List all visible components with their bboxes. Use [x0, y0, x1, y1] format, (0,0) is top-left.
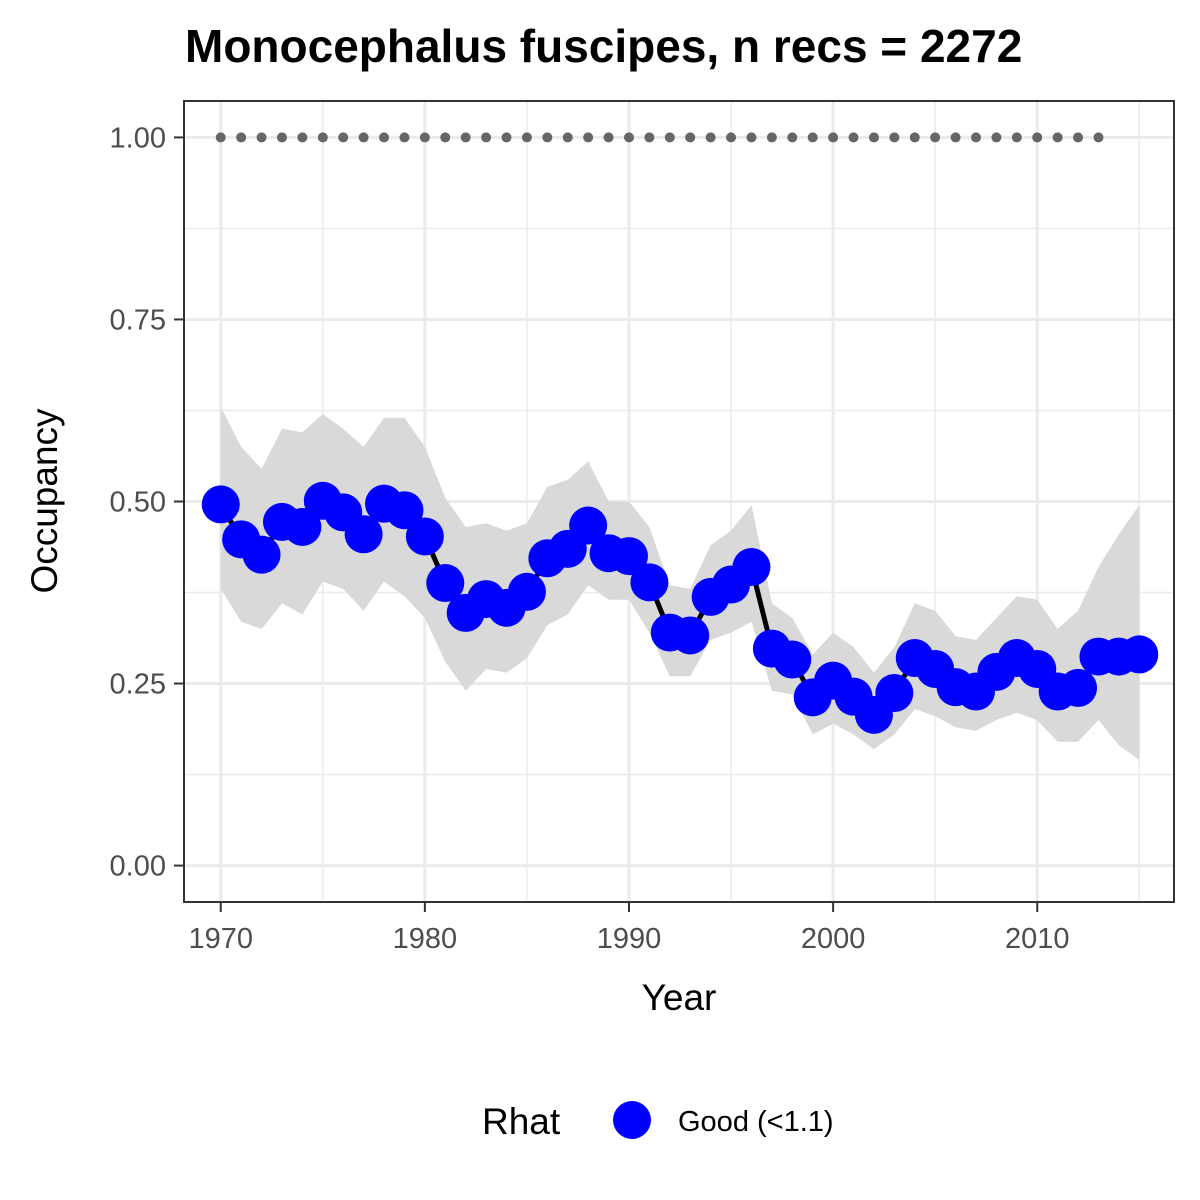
data-point — [875, 674, 914, 713]
reference-point — [991, 132, 1002, 143]
data-point — [732, 548, 771, 587]
reference-point — [726, 132, 737, 143]
data-point — [609, 537, 648, 576]
reference-point — [297, 132, 308, 143]
reference-point — [909, 132, 920, 143]
data-point — [344, 515, 383, 554]
reference-point — [1032, 132, 1043, 143]
data-point — [405, 517, 444, 556]
reference-point — [1073, 132, 1084, 143]
data-point — [242, 535, 281, 574]
reference-point — [379, 132, 390, 143]
y-tick-label: 0.50 — [110, 487, 166, 519]
reference-point — [562, 132, 573, 143]
reference-point — [950, 132, 961, 143]
x-tick-label: 1980 — [393, 923, 458, 955]
reference-point — [705, 132, 716, 143]
reference-point — [460, 132, 471, 143]
reference-point — [440, 132, 451, 143]
reference-point — [848, 132, 859, 143]
reference-point — [358, 132, 369, 143]
data-point — [426, 564, 465, 603]
reference-point — [1011, 132, 1022, 143]
reference-point — [399, 132, 410, 143]
legend: Rhat Good (<1.1) — [482, 1101, 834, 1142]
reference-point — [317, 132, 328, 143]
x-tick-label: 1990 — [597, 923, 662, 955]
reference-point — [256, 132, 267, 143]
reference-point — [664, 132, 675, 143]
legend-key-good — [613, 1101, 651, 1139]
reference-point — [746, 132, 757, 143]
data-point — [569, 506, 608, 545]
data-point — [283, 507, 322, 546]
reference-point — [644, 132, 655, 143]
data-point — [201, 485, 240, 524]
y-tick-label: 0.00 — [110, 851, 166, 883]
data-point — [671, 616, 710, 655]
reference-point — [766, 132, 777, 143]
data-point — [1059, 668, 1098, 707]
y-tick-label: 1.00 — [110, 122, 166, 154]
reference-point — [542, 132, 553, 143]
reference-point — [521, 132, 532, 143]
chart-title: Monocephalus fuscipes, n recs = 2272 — [185, 20, 1022, 72]
reference-point — [583, 132, 594, 143]
reference-point — [868, 132, 879, 143]
data-point — [507, 572, 546, 611]
reference-point — [1052, 132, 1063, 143]
reference-point — [623, 132, 634, 143]
confidence-ribbon-layer — [220, 406, 1140, 760]
reference-point — [338, 132, 349, 143]
reference-point — [889, 132, 900, 143]
x-tick-label: 1970 — [188, 923, 253, 955]
reference-point — [807, 132, 818, 143]
x-tick-label: 2010 — [1005, 923, 1070, 955]
reference-point — [685, 132, 696, 143]
confidence-ribbon — [220, 406, 1140, 760]
data-point — [773, 640, 812, 679]
reference-point — [828, 132, 839, 143]
y-axis: 0.00 0.25 0.50 0.75 1.00 — [110, 122, 184, 883]
reference-point — [236, 132, 247, 143]
reference-point — [971, 132, 981, 143]
points-layer — [201, 481, 1159, 734]
reference-line-layer — [215, 132, 1104, 143]
x-axis: 1970 1980 1990 2000 2010 — [188, 902, 1069, 955]
reference-point — [215, 132, 226, 143]
data-point — [1120, 635, 1159, 674]
reference-point — [603, 132, 614, 143]
reference-point — [481, 132, 492, 143]
reference-point — [1093, 132, 1104, 143]
legend-label-good: Good (<1.1) — [678, 1106, 834, 1138]
reference-point — [787, 132, 798, 143]
reference-point — [419, 132, 430, 143]
x-axis-title: Year — [642, 977, 717, 1018]
reference-point — [276, 132, 287, 143]
reference-point — [930, 132, 941, 143]
data-point — [385, 491, 424, 530]
y-axis-title: Occupancy — [24, 408, 65, 594]
data-point — [630, 563, 669, 602]
reference-point — [501, 132, 512, 143]
legend-title: Rhat — [482, 1101, 561, 1142]
y-tick-label: 0.75 — [110, 304, 166, 336]
y-tick-label: 0.25 — [110, 669, 166, 701]
x-tick-label: 2000 — [801, 923, 866, 955]
